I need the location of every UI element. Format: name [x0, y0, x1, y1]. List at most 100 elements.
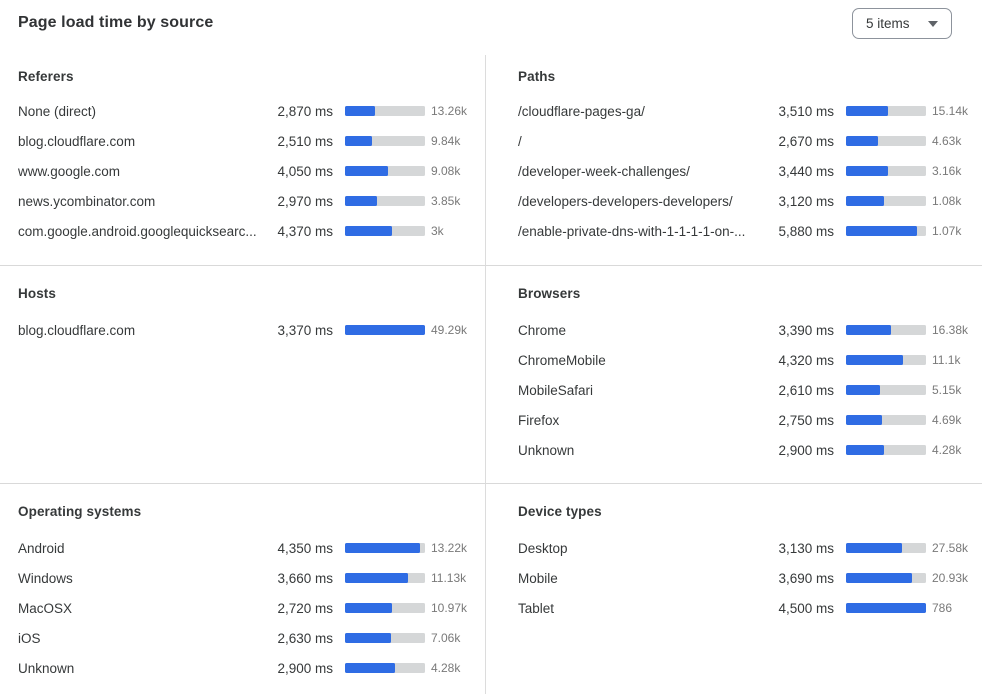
row-count: 20.93k — [932, 571, 969, 585]
row-label: /cloudflare-pages-ga/ — [518, 103, 645, 119]
row-load-time: 4,320 ms — [778, 352, 834, 368]
row-count: 7.06k — [431, 631, 461, 645]
metric-row: Android 4,350 ms 13.22k — [18, 533, 477, 563]
items-count-select[interactable]: 5 items — [852, 8, 952, 39]
load-time-bar — [846, 106, 926, 116]
metric-row: Firefox 2,750 ms 4.69k — [518, 405, 978, 435]
metric-row: MacOSX 2,720 ms 10.97k — [18, 593, 477, 623]
metric-row: Tablet 4,500 ms 786 — [518, 593, 978, 623]
load-time-bar — [345, 136, 425, 146]
load-time-bar-fill — [345, 573, 409, 583]
row-count: 5.15k — [932, 383, 962, 397]
row-count: 27.58k — [932, 541, 969, 555]
row-label: None (direct) — [18, 103, 97, 119]
load-time-bar-fill — [846, 573, 912, 583]
load-time-bar — [846, 355, 926, 365]
load-time-bar-fill — [345, 663, 395, 673]
widget-header: Page load time by source 5 items — [0, 0, 982, 55]
load-time-bar-fill — [345, 166, 389, 176]
row-load-time: 3,660 ms — [277, 570, 333, 586]
load-time-bar — [345, 573, 425, 583]
row-count: 15.14k — [932, 104, 969, 118]
row-load-time: 3,690 ms — [778, 570, 834, 586]
panel-referers: Referers None (direct) 2,870 ms 13.26k blog… — [0, 55, 486, 266]
metric-row: blog.cloudflare.com 2,510 ms 9.84k — [18, 126, 477, 156]
load-time-bar — [846, 325, 926, 335]
metric-row: Windows 3,660 ms 11.13k — [18, 563, 477, 593]
panel-title: Referers — [18, 69, 74, 84]
metric-row: /enable-private-dns-with-1-1-1-1-on-... 5… — [518, 216, 978, 246]
row-load-time: 2,670 ms — [778, 133, 834, 149]
load-time-bar — [846, 196, 926, 206]
row-label: /developers-developers-developers/ — [518, 193, 733, 209]
panel-hosts: Hosts blog.cloudflare.com 3,370 ms 49.29k — [0, 266, 486, 484]
row-load-time: 2,630 ms — [277, 630, 333, 646]
load-time-bar — [846, 385, 926, 395]
load-time-bar — [345, 633, 425, 643]
load-time-bar-fill — [345, 325, 425, 335]
load-time-bar-fill — [345, 106, 376, 116]
metric-row: www.google.com 4,050 ms 9.08k — [18, 156, 477, 186]
row-load-time: 3,440 ms — [778, 163, 834, 179]
metric-row: / 2,670 ms 4.63k — [518, 126, 978, 156]
load-time-bar — [846, 445, 926, 455]
panel-title: Operating systems — [18, 504, 142, 519]
row-load-time: 2,720 ms — [277, 600, 333, 616]
row-load-time: 2,610 ms — [778, 382, 834, 398]
row-label: Mobile — [518, 570, 558, 586]
load-time-bar — [345, 663, 425, 673]
row-count: 16.38k — [932, 323, 969, 337]
row-count: 3.16k — [932, 164, 962, 178]
row-load-time: 4,500 ms — [778, 600, 834, 616]
load-time-bar — [345, 196, 425, 206]
row-count: 1.07k — [932, 224, 962, 238]
load-time-bar — [345, 226, 425, 236]
row-load-time: 2,870 ms — [277, 103, 333, 119]
load-time-bar-fill — [846, 106, 889, 116]
row-label: Unknown — [518, 442, 575, 458]
row-label: ChromeMobile — [518, 352, 606, 368]
panel-rows: Android 4,350 ms 13.22k Windows 3,660 ms 11.1… — [18, 533, 477, 683]
panel-operating-systems: Operating systems Android 4,350 ms 13.22k W… — [0, 484, 486, 694]
row-label: MacOSX — [18, 600, 73, 616]
metric-row: MobileSafari 2,610 ms 5.15k — [518, 375, 978, 405]
metric-row: Chrome 3,390 ms 16.38k — [518, 315, 978, 345]
load-time-bar-fill — [846, 355, 903, 365]
load-time-bar-fill — [846, 166, 888, 176]
row-load-time: 3,390 ms — [778, 322, 834, 338]
row-load-time: 5,880 ms — [778, 223, 834, 239]
load-time-bar-fill — [846, 196, 884, 206]
metric-row: Mobile 3,690 ms 20.93k — [518, 563, 978, 593]
load-time-bar — [345, 106, 425, 116]
row-count: 13.26k — [431, 104, 468, 118]
panels-grid: Referers None (direct) 2,870 ms 13.26k blog… — [0, 55, 982, 694]
row-count: 3k — [431, 224, 444, 238]
row-load-time: 2,900 ms — [277, 660, 333, 676]
panel-title: Browsers — [518, 286, 581, 301]
load-time-bar-fill — [345, 543, 421, 553]
metric-row: blog.cloudflare.com 3,370 ms 49.29k — [18, 315, 477, 345]
row-count: 786 — [932, 601, 953, 615]
row-count: 4.28k — [431, 661, 461, 675]
row-label: Firefox — [518, 412, 560, 428]
row-label: news.ycombinator.com — [18, 193, 156, 209]
load-time-bar-fill — [345, 136, 373, 146]
row-count: 9.08k — [431, 164, 461, 178]
metric-row: None (direct) 2,870 ms 13.26k — [18, 96, 477, 126]
row-label: Android — [18, 540, 65, 556]
load-time-bar-fill — [846, 385, 881, 395]
load-time-bar — [846, 136, 926, 146]
row-count: 9.84k — [431, 134, 461, 148]
row-label: blog.cloudflare.com — [18, 133, 136, 149]
load-time-bar — [846, 573, 926, 583]
row-load-time: 3,120 ms — [778, 193, 834, 209]
load-time-bar-fill — [846, 136, 878, 146]
load-time-bar — [846, 226, 926, 236]
row-count: 11.13k — [431, 571, 467, 585]
row-count: 4.28k — [932, 443, 962, 457]
metric-row: /cloudflare-pages-ga/3,510 ms 15.14k — [518, 96, 978, 126]
load-time-bar-fill — [345, 226, 393, 236]
page-title: Page load time by source — [18, 14, 214, 31]
row-load-time: 2,900 ms — [778, 442, 834, 458]
